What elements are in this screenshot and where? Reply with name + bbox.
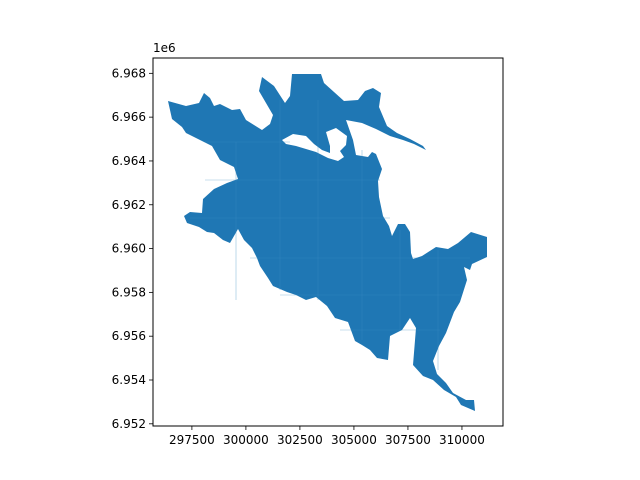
x-tick-label: 300000 [223, 433, 269, 447]
axes-frame [152, 57, 504, 427]
y-tick-label: 6.968 [112, 66, 146, 80]
plot-area [168, 74, 487, 411]
y-tick-label: 6.962 [112, 198, 146, 212]
y-axis: 6.952 6.954 6.956 6.958 6.960 6.962 6.964 6.966… [112, 66, 153, 431]
y-tick-label: 6.960 [112, 242, 146, 256]
y-tick-label: 6.956 [112, 329, 146, 343]
region-polygon [168, 74, 487, 411]
x-tick-label: 305000 [331, 433, 377, 447]
x-axis: 297500 300000 302500 305000 307500 310000 [169, 426, 485, 447]
y-tick-label: 6.966 [112, 110, 146, 124]
x-tick-label: 297500 [169, 433, 215, 447]
x-tick-label: 307500 [385, 433, 431, 447]
tile-grid-lines [190, 100, 470, 370]
y-tick-label: 6.952 [112, 417, 146, 431]
y-offset-label: 1e6 [153, 41, 176, 55]
y-tick-label: 6.958 [112, 285, 146, 299]
y-tick-label: 6.954 [112, 373, 146, 387]
y-tick-label: 6.964 [112, 154, 146, 168]
x-tick-label: 302500 [277, 433, 323, 447]
x-tick-label: 310000 [439, 433, 485, 447]
